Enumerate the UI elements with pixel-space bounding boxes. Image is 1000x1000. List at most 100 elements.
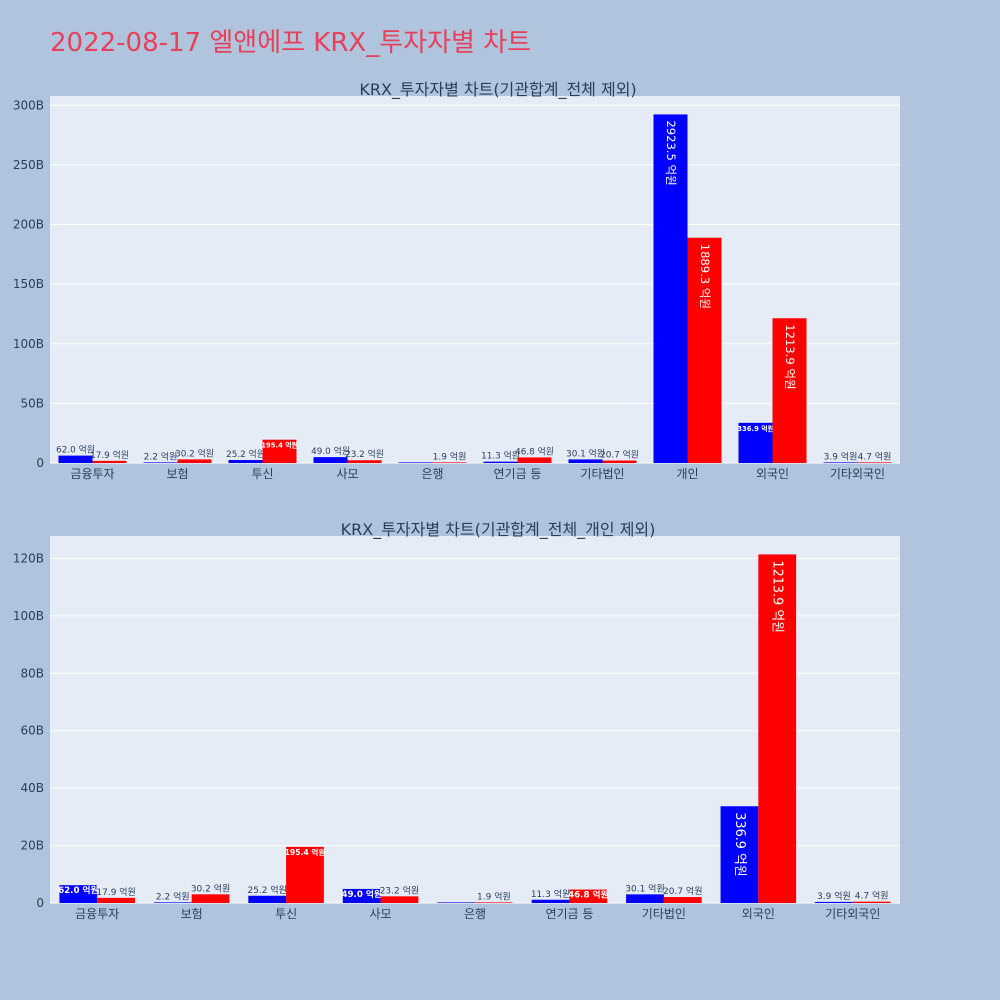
- chart-1-bar: [687, 237, 722, 463]
- chart-1-bar: [58, 455, 93, 463]
- chart-1-data-label: 49.0 억원: [311, 445, 350, 457]
- chart-1-ytick-label: 50B: [20, 396, 44, 410]
- chart-1-data-label: 62.0 억원: [56, 444, 95, 456]
- chart-2-data-label: 46.8 억원: [568, 889, 608, 901]
- chart-1-data-label: 4.7 억원: [858, 450, 892, 462]
- chart-2-data-label: 195.4 억원: [285, 847, 326, 857]
- chart-1-bar: [347, 460, 382, 463]
- chart-2-ytick-label: 60B: [20, 724, 44, 738]
- chart-2-bar: [191, 894, 230, 903]
- chart-1-xtick-label: 기타법인: [580, 467, 624, 481]
- chart-2-xtick-label: 외국인: [742, 907, 775, 921]
- chart-2-bar: [626, 894, 664, 903]
- chart-1-data-label: 2923.5 억원: [664, 120, 678, 185]
- chart-1-bar: [143, 462, 178, 463]
- chart-1-bar: [602, 460, 637, 463]
- chart-1-bar: [228, 459, 263, 463]
- chart-2-data-label: 62.0 억원: [58, 884, 98, 896]
- chart-2-xtick-label: 금융투자: [75, 907, 119, 921]
- chart-1-bar: [568, 459, 603, 463]
- chart-1-data-label: 11.3 억원: [481, 450, 520, 462]
- chart-2-xtick-label: 기타법인: [642, 907, 686, 921]
- chart-1-bar: [177, 459, 212, 463]
- chart-1-bar: [823, 462, 858, 463]
- chart-2-data-label: 20.7 억원: [663, 885, 702, 897]
- chart-2-ytick-label: 20B: [20, 839, 44, 853]
- chart-2-data-label: 11.3 억원: [531, 888, 570, 900]
- chart-2-data-label: 2.2 억원: [156, 890, 190, 902]
- chart-1-bar: [313, 457, 348, 463]
- chart-1-data-label: 17.9 억원: [90, 449, 129, 461]
- chart-2-data-label: 4.7 억원: [855, 890, 889, 902]
- chart-2-bar: [59, 885, 98, 903]
- chart-1: 0 50B 100B 150B 200B 250B 300B KRX_투자자별 차트(기관합계…: [13, 80, 900, 481]
- chart-1-xtick-label: 기타외국인: [830, 467, 885, 481]
- chart-1-bar: [772, 318, 807, 463]
- chart-1-bar: [653, 114, 688, 463]
- chart-1-bar: [262, 439, 297, 463]
- chart-1-xtick-label: 개인: [676, 467, 698, 481]
- chart-2-bar: [248, 895, 287, 903]
- chart-2-xtick-label: 사모: [370, 907, 392, 921]
- chart-1-ytick-label: 200B: [13, 218, 44, 232]
- chart-2-data-label: 1.9 억원: [477, 890, 511, 902]
- chart-2-bar: [97, 897, 135, 903]
- chart-1-data-label: 195.4 억원: [261, 441, 298, 450]
- chart-1-bar: [483, 461, 518, 463]
- chart-2-ytick-label: 40B: [20, 781, 44, 795]
- chart-2-xtick-label: 투신: [275, 907, 297, 921]
- chart-1-bar: [738, 422, 773, 463]
- chart-1-bar: [857, 462, 892, 463]
- chart-1-ytick-label: 150B: [13, 277, 44, 291]
- chart-2-data-label: 49.0 억원: [341, 888, 381, 900]
- chart-2: 0 20B 40B 60B 80B 100B 120B KRX_투자자별 차트(기관합계_전체…: [13, 520, 900, 921]
- chart-1-data-label: 336.9 억원: [737, 424, 774, 433]
- chart-1-data-label: 1889.3 억원: [698, 244, 712, 309]
- chart-2-bar: [437, 902, 475, 903]
- chart-1-data-label: 46.8 억원: [515, 445, 554, 457]
- chart-2-data-label: 3.9 억원: [817, 890, 851, 902]
- chart-1-ytick-label: 0: [36, 456, 44, 470]
- chart-1-xtick-label: 사모: [336, 467, 358, 481]
- chart-1-ytick-label: 100B: [13, 337, 44, 351]
- chart-2-bar: [153, 902, 192, 903]
- chart-1-xtick-label: 연기금 등: [494, 467, 542, 481]
- chart-1-data-label: 1213.9 억원: [783, 324, 797, 389]
- chart-2-title: KRX_투자자별 차트(기관합계_전체_개인 제외): [341, 520, 656, 540]
- page-title: 2022-08-17 엘앤에프 KRX_투자자별 차트: [50, 28, 532, 58]
- chart-1-xtick-label: 투신: [251, 467, 273, 481]
- chart-2-bar: [531, 899, 570, 903]
- chart-2-data-label: 23.2 억원: [380, 884, 419, 896]
- chart-2-bar: [663, 897, 702, 903]
- chart-1-data-label: 23.2 억원: [345, 448, 384, 460]
- chart-1-xtick-label: 금융투자: [70, 467, 114, 481]
- chart-1-xtick-label: 은행: [421, 466, 443, 481]
- chart-2-data-label: 30.1 억원: [625, 882, 664, 894]
- chart-1-plot-area: [50, 96, 900, 463]
- chart-2-bar: [720, 806, 759, 903]
- chart-2-data-label: 25.2 억원: [247, 884, 286, 896]
- chart-2-ytick-label: 0: [36, 896, 44, 910]
- chart-1-bar: [92, 460, 127, 463]
- chart-2-xtick-label: 보험: [181, 907, 203, 921]
- chart-1-title: KRX_투자자별 차트(기관합계_전체 제외): [359, 80, 636, 100]
- chart-1-ytick-label: 250B: [13, 158, 44, 172]
- chart-2-bar: [286, 846, 324, 903]
- chart-2-bar: [815, 901, 853, 903]
- chart-1-data-label: 1.9 억원: [433, 450, 467, 462]
- chart-1-xtick-label: 보험: [166, 467, 188, 481]
- chart-1-bar: [398, 462, 433, 463]
- chart-1-data-label: 25.2 억원: [226, 448, 265, 460]
- chart-2-data-label: 30.2 억원: [191, 882, 230, 894]
- chart-1-bar: [432, 462, 467, 463]
- chart-2-xtick-label: 은행: [464, 906, 486, 921]
- chart-1-ytick-label: 300B: [13, 98, 44, 112]
- chart-2-bar: [475, 902, 513, 903]
- chart-2-bar: [852, 901, 891, 903]
- chart-2-bar: [569, 889, 608, 903]
- chart-2-bar: [342, 888, 381, 903]
- chart-2-ytick-label: 120B: [13, 551, 44, 565]
- chart-2-data-label: 17.9 억원: [96, 886, 135, 898]
